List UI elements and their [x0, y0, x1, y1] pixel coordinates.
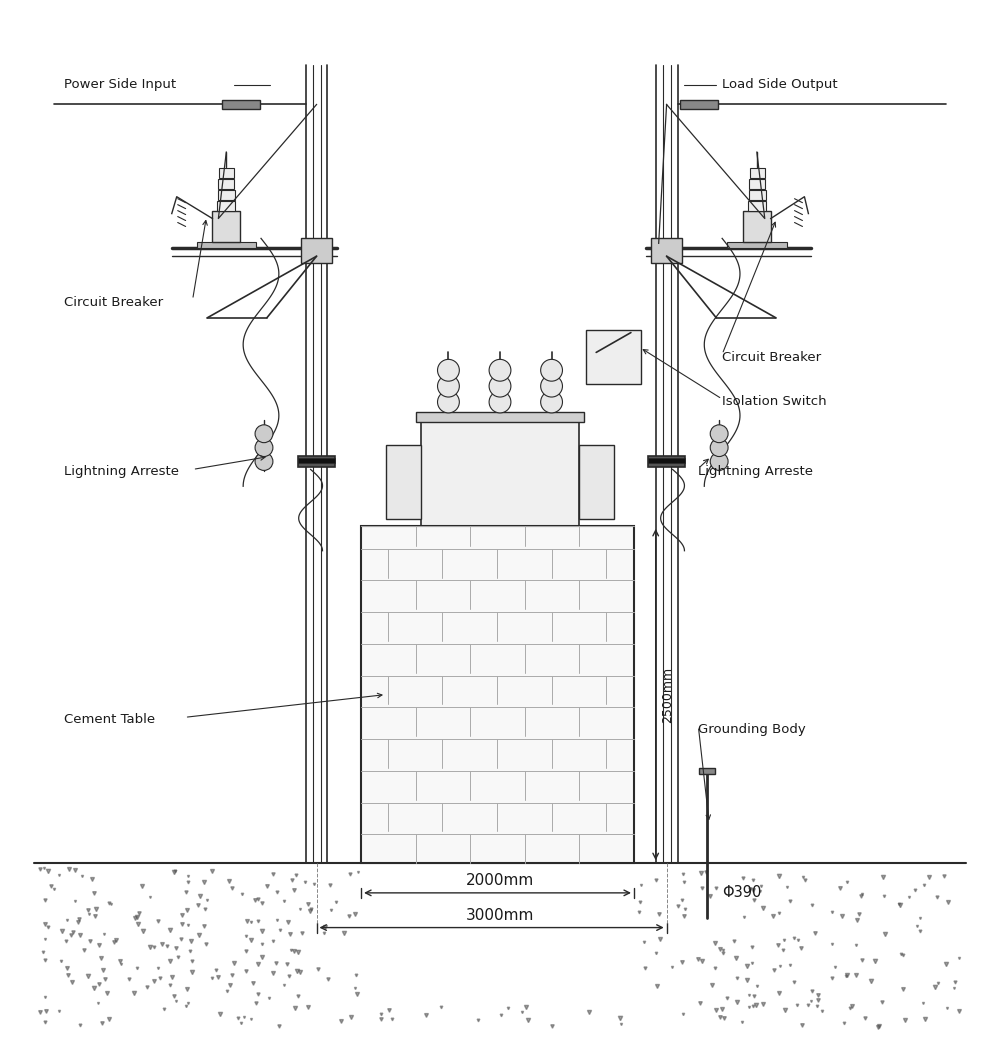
Circle shape: [438, 375, 459, 397]
Circle shape: [489, 375, 511, 397]
Bar: [743, 210, 771, 243]
Bar: [563, 548, 575, 562]
Bar: [699, 768, 715, 773]
Bar: [421, 422, 579, 531]
Text: 3000mm: 3000mm: [466, 908, 534, 923]
Bar: [648, 456, 685, 467]
Bar: [212, 210, 240, 243]
Bar: [197, 243, 256, 249]
Bar: [222, 100, 260, 109]
Bar: [401, 531, 599, 549]
Text: Lightning Arreste: Lightning Arreste: [64, 465, 179, 478]
Bar: [586, 330, 641, 384]
Circle shape: [489, 391, 511, 413]
Circle shape: [438, 391, 459, 413]
Bar: [651, 238, 682, 263]
Text: Lightning Arreste: Lightning Arreste: [698, 465, 813, 478]
Text: Cement Table: Cement Table: [64, 713, 155, 726]
Bar: [648, 458, 685, 463]
Bar: [416, 412, 584, 422]
Circle shape: [255, 438, 273, 457]
Bar: [748, 201, 766, 210]
Text: Circuit Breaker: Circuit Breaker: [722, 351, 821, 364]
Text: 2500mm: 2500mm: [661, 666, 674, 722]
Bar: [749, 189, 766, 200]
Text: Grounding Body: Grounding Body: [698, 722, 806, 736]
Text: Circuit Breaker: Circuit Breaker: [64, 297, 163, 309]
Bar: [218, 189, 235, 200]
Bar: [301, 238, 332, 263]
Bar: [298, 456, 335, 467]
Bar: [219, 168, 234, 178]
Bar: [750, 168, 765, 178]
Bar: [217, 201, 235, 210]
Circle shape: [489, 359, 511, 381]
Bar: [579, 445, 614, 519]
Bar: [727, 243, 787, 249]
Circle shape: [255, 425, 273, 442]
Circle shape: [541, 375, 562, 397]
Text: Isolation Switch: Isolation Switch: [722, 396, 827, 408]
Circle shape: [710, 425, 728, 442]
Circle shape: [710, 438, 728, 457]
Text: Power Side Input: Power Side Input: [64, 78, 176, 92]
Bar: [386, 445, 421, 519]
Bar: [218, 179, 234, 188]
Circle shape: [255, 453, 273, 471]
Bar: [298, 458, 335, 463]
Bar: [361, 526, 634, 863]
Circle shape: [710, 453, 728, 471]
Bar: [680, 100, 718, 109]
Bar: [425, 548, 437, 562]
Text: Φ390: Φ390: [722, 886, 762, 900]
Text: 2000mm: 2000mm: [466, 873, 534, 888]
Circle shape: [541, 391, 562, 413]
Circle shape: [438, 359, 459, 381]
Text: Load Side Output: Load Side Output: [722, 78, 838, 92]
Circle shape: [541, 359, 562, 381]
Bar: [749, 179, 765, 188]
